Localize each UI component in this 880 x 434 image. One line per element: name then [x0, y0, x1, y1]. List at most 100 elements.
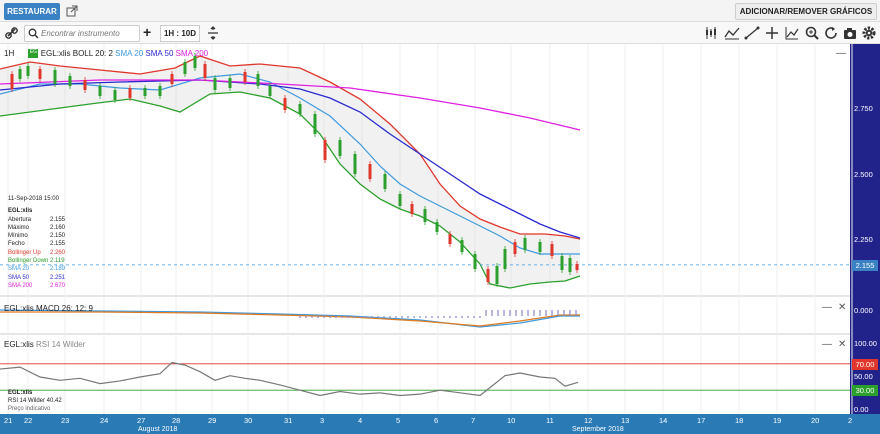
- rsi-axis-label: 50.00: [854, 372, 873, 381]
- ohlc-key: SMA 20: [8, 266, 30, 273]
- camera-icon[interactable]: [842, 25, 858, 41]
- candle-body: [338, 140, 342, 156]
- compare-icon[interactable]: [205, 25, 221, 41]
- sma50-label: SMA 50: [145, 49, 174, 58]
- macd-line: [0, 309, 580, 328]
- zoom-icon[interactable]: [804, 25, 820, 41]
- candle-body: [170, 74, 174, 84]
- x-tick-label: 17: [697, 416, 706, 425]
- interval-selector[interactable]: 1H : 10D: [160, 25, 200, 42]
- ohlc-panel: 11-Sep-2018 15:00 EGL:xlis Abertura 2.155…: [8, 195, 65, 290]
- ohlc-row: SMA 50 2.251: [8, 274, 65, 282]
- ohlc-value: 2.155: [50, 241, 66, 248]
- area-chart-icon[interactable]: [784, 25, 800, 41]
- sma200-label: SMA 200: [175, 49, 209, 58]
- price-tick-label: 2.250: [854, 235, 873, 244]
- candle-body: [83, 80, 87, 90]
- rsi-info-symbol: EGL:xlis: [8, 390, 33, 396]
- minimize-macd-button[interactable]: —: [822, 302, 832, 313]
- add-instrument-button[interactable]: +: [143, 24, 152, 40]
- x-tick-label: 3: [320, 416, 325, 425]
- x-tick-label: 28: [172, 416, 181, 425]
- candle-body: [98, 86, 102, 96]
- refresh-icon[interactable]: [823, 25, 839, 41]
- ohlc-value: 2.155: [50, 216, 66, 223]
- price-tick-label: 2.750: [854, 104, 873, 113]
- candle-body: [143, 88, 147, 96]
- link-icon[interactable]: [4, 25, 20, 41]
- minimize-main-button[interactable]: —: [836, 48, 846, 59]
- main-legend: 1H EG EGL:xlis BOLL 20: 2 SMA 20 SMA 50 …: [4, 49, 209, 59]
- x-tick-label: 31: [284, 416, 293, 425]
- minimize-rsi-button[interactable]: —: [822, 339, 832, 350]
- candle-body: [568, 258, 572, 272]
- ohlc-key: Bollinger Down: [8, 258, 49, 265]
- symbol-badge: EG: [28, 49, 39, 59]
- instrument-search[interactable]: [24, 25, 140, 42]
- rsi-axis-label: 100.00: [854, 339, 877, 348]
- macd-signal-line: [0, 311, 580, 327]
- settings-icon[interactable]: [861, 25, 877, 41]
- candle-body: [158, 86, 162, 96]
- candle-body: [203, 64, 207, 78]
- sma200-line: [0, 79, 581, 131]
- x-tick-label: 24: [100, 416, 109, 425]
- indicators-icon[interactable]: [724, 25, 740, 41]
- candle-body: [423, 209, 427, 222]
- candle-body: [486, 269, 490, 282]
- rsi-name: RSI 14 Wilder: [36, 340, 86, 349]
- ohlc-row: Abertura 2.155: [8, 216, 65, 224]
- close-rsi-button[interactable]: ✕: [838, 339, 847, 350]
- candle-body: [513, 242, 517, 254]
- rsi-level-badge: 70.00: [852, 358, 878, 370]
- ohlc-row: SMA 200 2.670: [8, 282, 65, 290]
- restore-button[interactable]: RESTAURAR: [4, 3, 60, 20]
- candle-body: [575, 264, 579, 270]
- period-label: 1H: [4, 49, 15, 58]
- crosshair-icon[interactable]: [764, 25, 780, 41]
- candle-body: [550, 244, 554, 256]
- close-macd-button[interactable]: ✕: [838, 302, 847, 313]
- chart-canvas[interactable]: [0, 44, 880, 414]
- candle-body: [38, 69, 42, 79]
- candle-body: [538, 242, 542, 252]
- bollinger-up-line: [0, 55, 581, 240]
- sma20-line: [0, 73, 580, 255]
- candle-body: [298, 104, 302, 114]
- candle-body: [243, 72, 247, 82]
- ohlc-value: 2.119: [50, 258, 65, 265]
- ohlc-symbol: EGL:xlis: [8, 208, 33, 215]
- toolbar: + 1H : 10D: [0, 22, 880, 44]
- candle-body: [113, 90, 117, 100]
- ohlc-key: SMA 50: [8, 274, 30, 281]
- x-tick-label: 18: [735, 416, 744, 425]
- candlestick-icon[interactable]: [704, 25, 720, 41]
- price-tick-label: 2.500: [854, 169, 873, 179]
- popout-icon[interactable]: [66, 5, 78, 17]
- ohlc-value: 2.150: [50, 233, 66, 240]
- candle-body: [353, 154, 357, 174]
- candle-body: [228, 78, 232, 88]
- ohlc-row: SMA 20 2.189: [8, 265, 65, 273]
- candle-body: [523, 238, 527, 250]
- rsi-info: EGL:xlis RSI 14 Wilder 40.42 Preço indic…: [8, 389, 62, 413]
- candle-body: [368, 164, 372, 179]
- ohlc-value: 2.160: [50, 224, 66, 231]
- x-tick-label: 13: [621, 416, 630, 425]
- x-tick-label: 10: [507, 416, 516, 425]
- candle-body: [560, 256, 564, 270]
- x-tick-label: 22: [24, 416, 33, 425]
- ohlc-key: Fecho: [8, 241, 25, 248]
- x-month-label: August 2018: [138, 426, 178, 433]
- ohlc-value: 2.260: [50, 249, 66, 256]
- time-axis[interactable]: 21 22 23 24 27 28 29 30 31 3 4 5 6 7 10 11 12 13 14 17 18 19 2…: [0, 414, 880, 434]
- rsi-info-value: RSI 14 Wilder 40.42: [8, 398, 62, 404]
- search-input[interactable]: [41, 27, 137, 40]
- x-month-label: September 2018: [572, 426, 624, 433]
- candle-body: [473, 254, 477, 269]
- x-tick-label: 21: [4, 416, 13, 425]
- add-remove-charts-button[interactable]: ADICIONAR/REMOVER GRÁFICOS: [735, 3, 877, 20]
- rsi-info-note: Preço indicativo: [8, 406, 51, 412]
- draw-line-icon[interactable]: [744, 25, 760, 41]
